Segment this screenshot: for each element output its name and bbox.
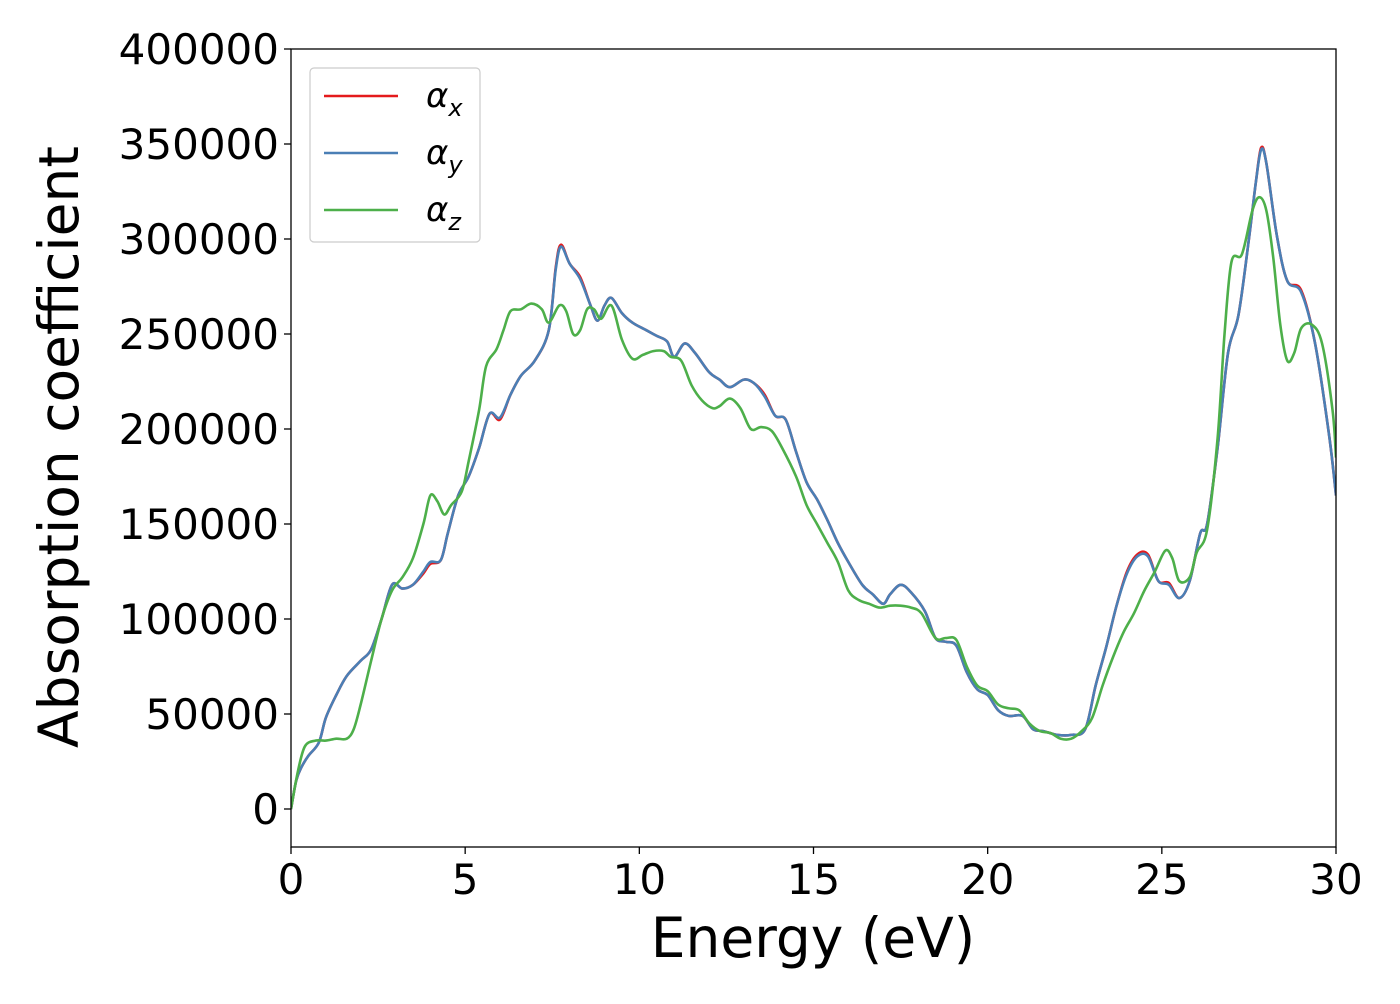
legend-label-y: αy [426, 133, 463, 179]
plot-lines-group [291, 145, 1336, 810]
series-line-z [291, 195, 1336, 810]
x-tick-label: 10 [613, 855, 666, 904]
legend-label-x: αx [426, 76, 463, 122]
x-tick-label: 15 [787, 855, 840, 904]
y-tick-label: 200000 [119, 405, 279, 454]
legend-box [309, 67, 481, 243]
legend-label-base: α [426, 76, 448, 116]
series-line-y [291, 147, 1336, 810]
legend-label-subscript: x [447, 94, 463, 122]
legend-label-subscript: y [447, 151, 463, 179]
y-tick-label: 350000 [119, 120, 279, 169]
y-tick-label: 150000 [119, 500, 279, 549]
y-axis-ticks: 0 50000 100000 150000 200000 250000 300000 3500… [119, 25, 291, 834]
x-axis-ticks: 0 5 10 15 20 25 30 [278, 847, 1363, 904]
legend-label-base: α [426, 133, 448, 173]
y-tick-label: 400000 [119, 25, 279, 74]
x-tick-label: 30 [1309, 855, 1362, 904]
y-tick-label: 0 [252, 785, 279, 834]
x-tick-label: 0 [278, 855, 305, 904]
y-axis-label: Absorption coefficient [27, 146, 91, 748]
legend-label-base: α [426, 190, 448, 230]
x-tick-label: 5 [452, 855, 479, 904]
y-tick-label: 300000 [119, 215, 279, 264]
legend-label-z: αz [426, 190, 462, 236]
y-tick-label: 50000 [145, 690, 279, 739]
x-tick-label: 20 [961, 855, 1014, 904]
y-tick-label: 100000 [119, 595, 279, 644]
legend-label-subscript: z [447, 208, 462, 236]
x-axis-label: Energy (eV) [651, 906, 975, 970]
series-line-x [291, 145, 1336, 810]
y-tick-label: 250000 [119, 310, 279, 359]
x-tick-label: 25 [1135, 855, 1188, 904]
